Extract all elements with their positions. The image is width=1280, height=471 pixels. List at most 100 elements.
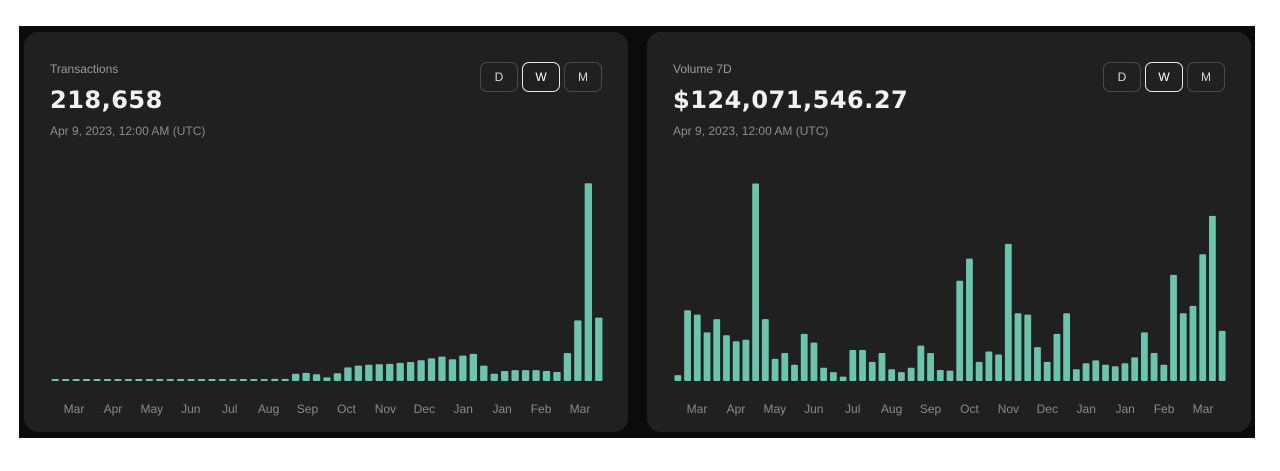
bar [166,379,174,381]
bar [250,379,258,381]
bar [1199,254,1207,381]
timeframe-d-button[interactable]: D [1103,62,1141,92]
bar [480,365,488,381]
bar [1218,330,1226,381]
bar [820,367,828,381]
bar [532,370,540,381]
card-date: Apr 9, 2023, 12:00 AM (UTC) [50,124,206,138]
bar [365,364,373,381]
bar [674,375,682,381]
transactions-card: Transactions 218,658 Apr 9, 2023, 12:00 … [24,32,628,432]
bar [187,379,195,381]
x-tick-label: Feb [1154,402,1175,416]
bar [742,339,750,381]
bar [1024,314,1032,381]
bar [124,379,133,381]
bar [781,352,789,381]
x-tick-label: Jan [1077,402,1096,416]
transactions-bar-chart: Mar Apr May Jun Jul Aug Sep Oct Nov Dec Jan Jan Feb M… [51,183,603,416]
bar [584,183,592,381]
x-tick-label: Jul [845,402,860,416]
volume-card: Volume 7D $124,071,546.27 Apr 9, 2023, 1… [647,32,1251,432]
bar [197,379,206,381]
bar [1102,364,1109,381]
bar [1189,305,1197,381]
bar [800,333,808,381]
x-tick-label: Apr [104,402,123,416]
bar [521,370,530,381]
bar [995,354,1002,381]
bar [271,378,279,381]
bar [511,370,519,381]
bar [417,360,425,381]
x-tick-label: Nov [998,402,1019,416]
bar [956,280,964,381]
bar [703,332,711,381]
timeframe-m-button[interactable]: M [564,62,602,92]
bar [936,369,944,381]
x-tick-label: Mar [687,402,708,416]
timeframe-d-button[interactable]: D [480,62,518,92]
bar [448,359,457,381]
bar [839,376,847,381]
bar [62,379,70,381]
bar [752,183,760,381]
bar [829,372,837,381]
card-date: Apr 9, 2023, 12:00 AM (UTC) [673,124,829,138]
bar [82,379,91,381]
x-tick-label: Dec [414,402,435,416]
bar [177,379,185,381]
x-tick-label: Jan [454,402,473,416]
x-tick-label: Feb [531,402,552,416]
bar [927,352,934,381]
bar [859,350,866,381]
timeframe-toggle: D W M [480,62,602,92]
x-tick-label: Nov [375,402,396,416]
bar [1160,364,1168,381]
bar [72,379,80,381]
bar [771,358,779,381]
bar [1043,361,1051,381]
bar [761,319,769,381]
bar [1063,313,1071,381]
x-tick-label: Jul [222,402,237,416]
bar [93,379,101,381]
timeframe-m-button[interactable]: M [1187,62,1225,92]
bar [229,379,237,381]
bar [898,372,905,381]
bar [281,378,289,381]
x-tick-label: Apr [727,402,746,416]
x-tick-label: Mar [570,402,591,416]
timeframe-w-button[interactable]: W [522,62,560,92]
x-tick-label: Mar [1193,402,1214,416]
bar [1140,332,1148,381]
bar [1004,243,1012,381]
bar [302,372,310,381]
bar [135,379,143,381]
bar [218,379,227,381]
card-value: 218,658 [50,86,163,114]
bar [208,379,216,381]
card-label: Transactions [50,62,119,76]
bar [469,353,477,381]
x-tick-label: Jun [804,402,823,416]
bar [693,314,701,381]
bar [1014,313,1022,381]
bar [312,374,321,381]
bar [1179,313,1187,381]
bar [438,356,446,381]
bar [375,364,383,381]
bar [563,352,572,381]
bar [1034,347,1041,381]
bar [114,379,122,381]
bar [354,365,363,381]
x-tick-label: Jan [1115,402,1134,416]
bar [888,369,896,381]
bar [542,371,551,381]
bar [917,345,925,381]
timeframe-w-button[interactable]: W [1145,62,1183,92]
bar [907,367,915,381]
bar [260,379,268,381]
bar [323,377,331,381]
x-tick-label: May [764,402,787,416]
